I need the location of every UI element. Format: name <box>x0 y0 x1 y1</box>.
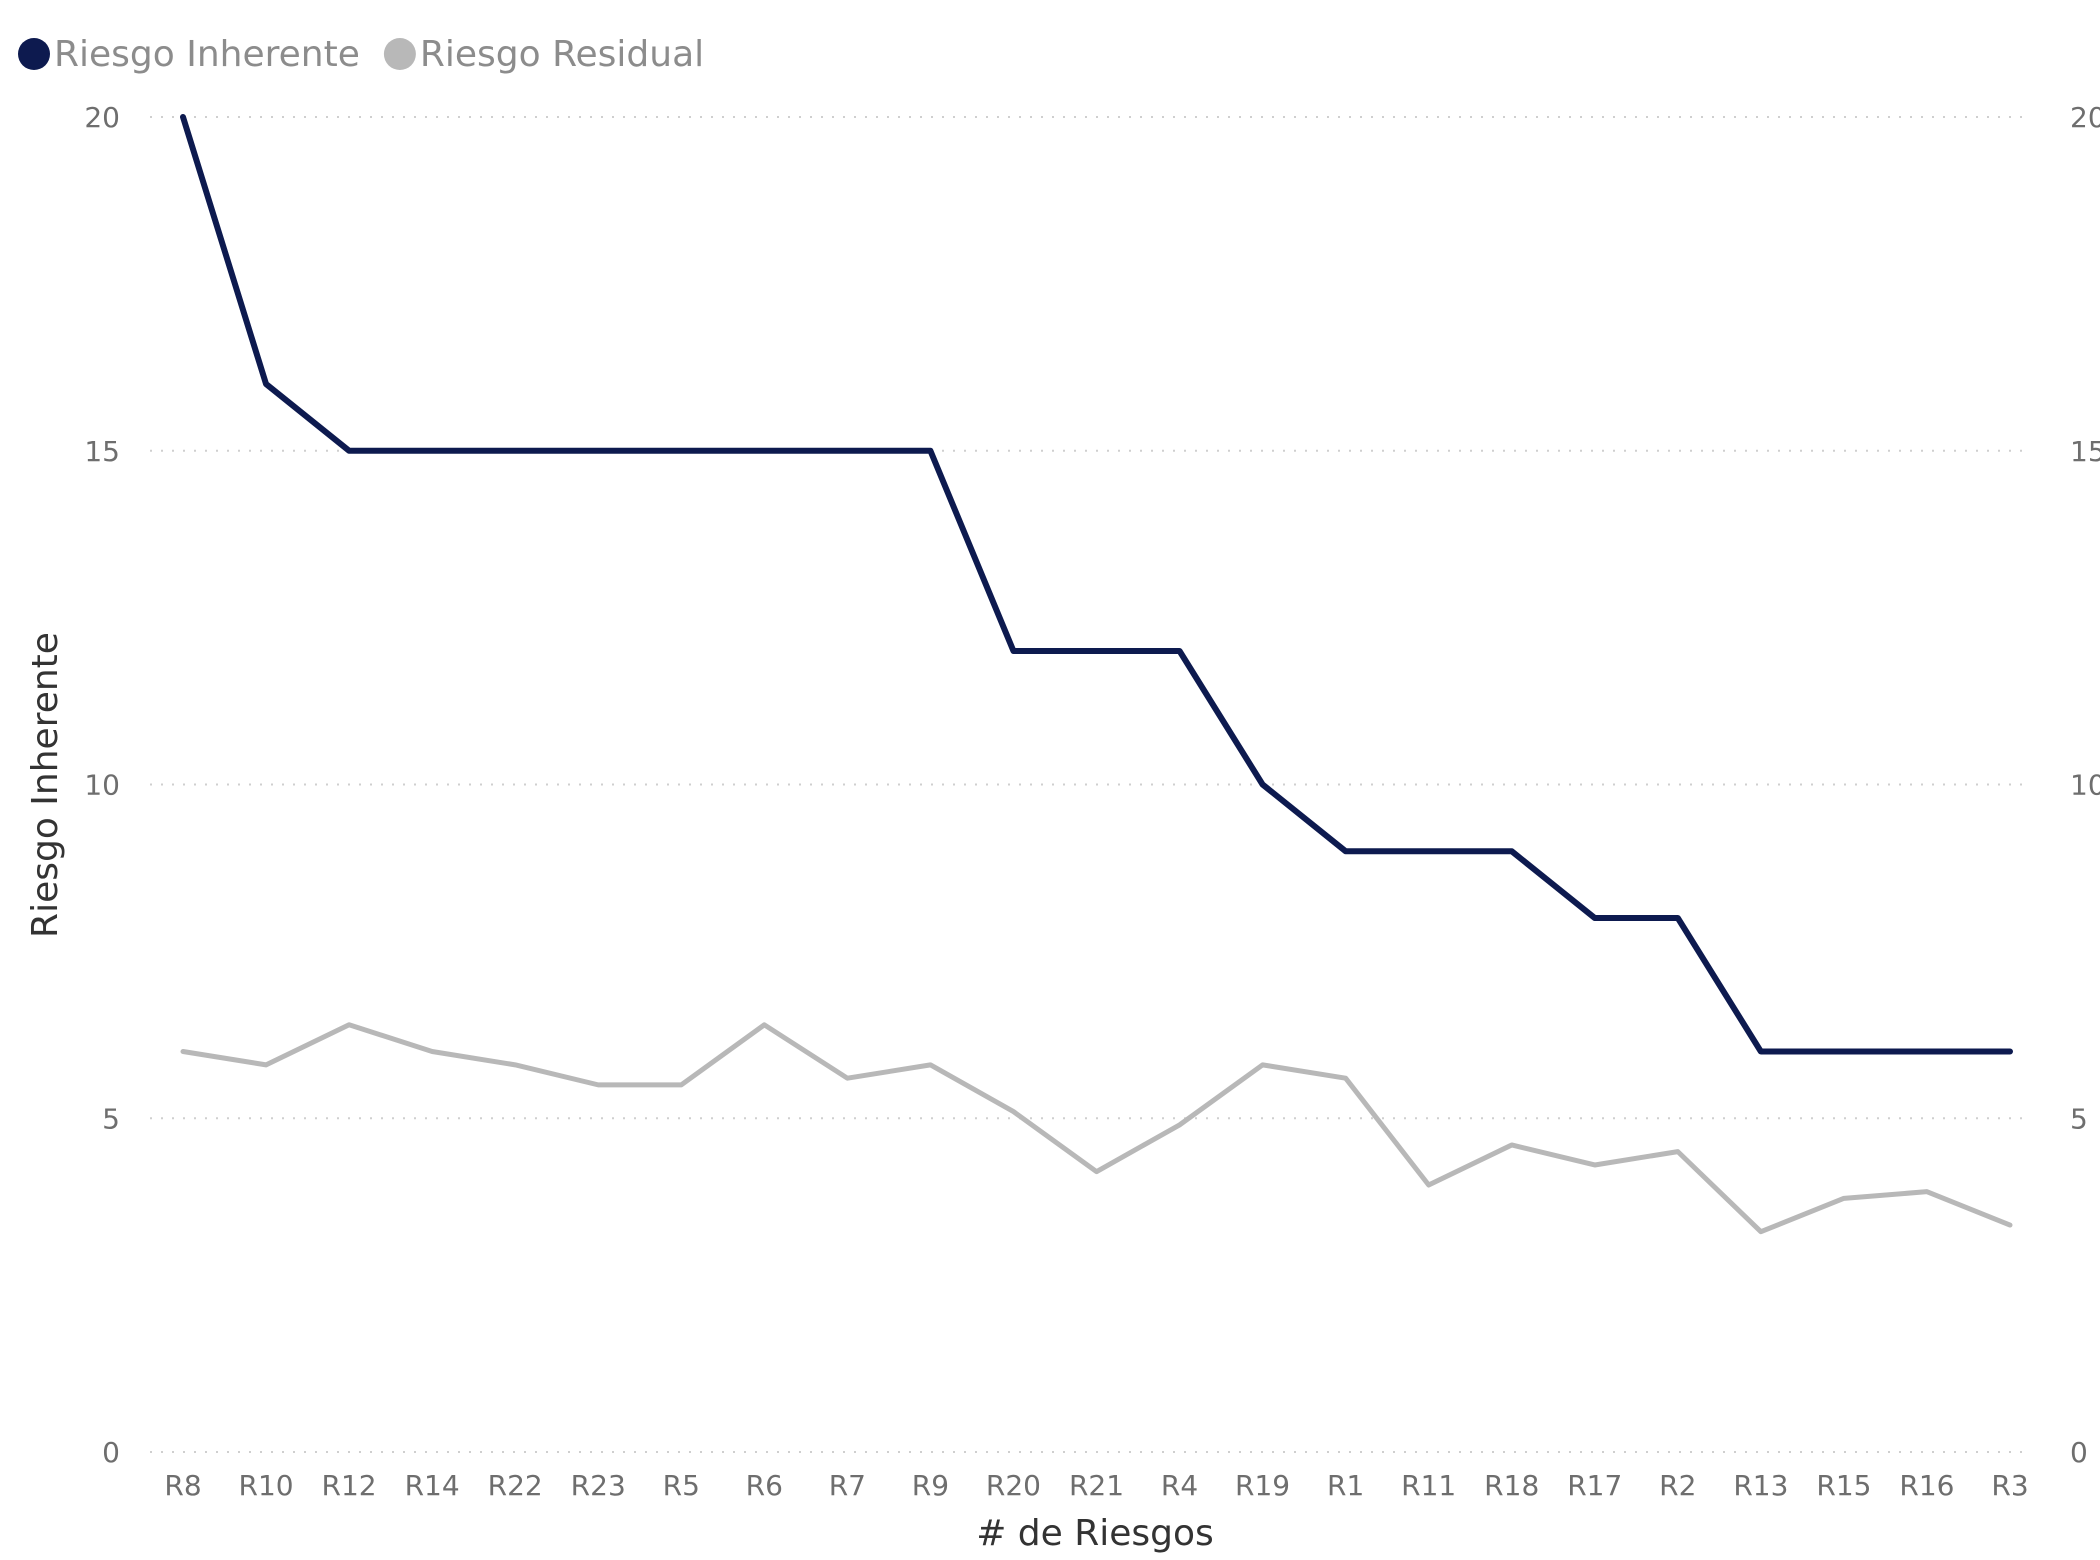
legend-marker-riesgo-inherente <box>18 38 50 70</box>
x-axis-title: # de Riesgos <box>976 1513 1214 1554</box>
x-tick-label: R3 <box>1991 1469 2028 1502</box>
x-tick-label: R14 <box>405 1469 460 1502</box>
x-tick-label: R17 <box>1567 1469 1622 1502</box>
x-tick-label: R19 <box>1235 1469 1290 1502</box>
y-tick-label: 20 <box>84 101 120 134</box>
x-tick-label: R6 <box>746 1469 783 1502</box>
legend-marker-riesgo-residual <box>383 38 416 70</box>
series-line-riesgo-inherente <box>180 114 2013 1055</box>
x-tick-label: R5 <box>663 1469 700 1502</box>
y2-tick-label: 15 <box>2070 435 2100 468</box>
x-tick-label: R13 <box>1733 1469 1788 1502</box>
legend: Riesgo Inherente Riesgo Residual <box>18 34 704 75</box>
x-tick-label: R23 <box>571 1469 626 1502</box>
x-tick-label: R1 <box>1327 1469 1364 1502</box>
gridlines <box>150 116 2030 1453</box>
x-tick-label: R20 <box>986 1469 1041 1502</box>
y-tick-label: 15 <box>84 435 120 468</box>
x-tick-label: R15 <box>1816 1469 1871 1502</box>
x-tick-label: R8 <box>164 1469 201 1502</box>
x-tick-label: R21 <box>1069 1469 1124 1502</box>
y-tick-label: 10 <box>84 769 120 802</box>
x-axis-ticks: R8 R10 R12 R14 R22 R23 R5 R6 R7 R9 R20 R21 R4 R19 R1 R1… <box>164 1469 2028 1502</box>
x-tick-label: R10 <box>238 1469 293 1502</box>
x-tick-label: R12 <box>322 1469 377 1502</box>
x-tick-label: R7 <box>829 1469 866 1502</box>
y2-tick-label: 5 <box>2070 1102 2088 1135</box>
series-line-riesgo-residual <box>180 1022 2013 1235</box>
y-axis-ticks: 0 5 10 15 20 <box>84 101 120 1469</box>
x-tick-label: R22 <box>488 1469 543 1502</box>
y-tick-label: 0 <box>102 1436 120 1469</box>
x-tick-label: R11 <box>1401 1469 1456 1502</box>
y2-axis-ticks: 0 5 10 15 20 <box>2070 101 2100 1469</box>
y-tick-label: 5 <box>102 1102 120 1135</box>
x-tick-label: R18 <box>1484 1469 1539 1502</box>
x-tick-label: R4 <box>1161 1469 1198 1502</box>
legend-label-riesgo-residual: Riesgo Residual <box>420 34 704 75</box>
y2-tick-label: 10 <box>2070 769 2100 802</box>
y-axis-title: Riesgo Inherente <box>25 632 66 938</box>
x-tick-label: R9 <box>912 1469 949 1502</box>
y2-tick-label: 0 <box>2070 1436 2088 1469</box>
y2-tick-label: 20 <box>2070 101 2100 134</box>
series-lines <box>180 114 2013 1235</box>
legend-label-riesgo-inherente: Riesgo Inherente <box>54 34 360 75</box>
x-tick-label: R2 <box>1659 1469 1696 1502</box>
x-tick-label: R16 <box>1899 1469 1954 1502</box>
